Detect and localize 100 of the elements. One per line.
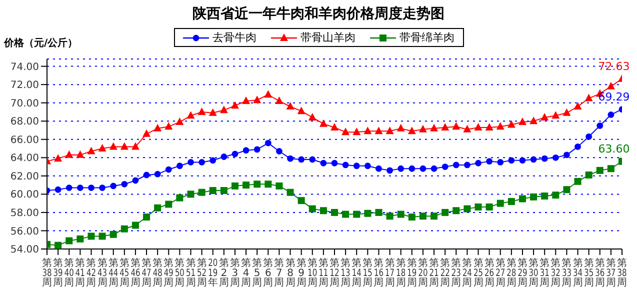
point bbox=[275, 96, 284, 104]
point bbox=[420, 165, 426, 172]
point bbox=[154, 170, 161, 178]
point bbox=[452, 122, 460, 130]
point bbox=[497, 159, 504, 166]
point bbox=[87, 146, 96, 154]
x-tick-label: 第11周 bbox=[318, 257, 332, 289]
point bbox=[110, 182, 117, 190]
point bbox=[430, 124, 438, 132]
point bbox=[208, 108, 217, 116]
point bbox=[253, 96, 262, 104]
point bbox=[508, 157, 515, 164]
point bbox=[541, 192, 548, 200]
point bbox=[353, 162, 360, 170]
point bbox=[563, 186, 570, 194]
point bbox=[441, 123, 450, 131]
point bbox=[386, 212, 394, 220]
point bbox=[586, 133, 592, 140]
x-tick-label: 第4周 bbox=[241, 257, 252, 289]
x-tick-label: 第20周 bbox=[418, 257, 431, 289]
legend-label: 去骨牛肉 bbox=[212, 30, 256, 45]
point bbox=[66, 237, 73, 244]
point bbox=[585, 172, 592, 179]
point bbox=[386, 167, 393, 174]
point bbox=[596, 166, 604, 174]
point bbox=[552, 154, 559, 161]
point bbox=[264, 180, 272, 188]
point bbox=[187, 190, 194, 198]
point bbox=[507, 120, 516, 128]
x-tick-label: 第26周 bbox=[484, 257, 498, 289]
point bbox=[165, 200, 172, 208]
point bbox=[418, 124, 427, 132]
point bbox=[176, 194, 184, 202]
point bbox=[287, 155, 294, 162]
point bbox=[286, 102, 294, 110]
point bbox=[154, 204, 162, 212]
point bbox=[518, 195, 526, 202]
point bbox=[475, 160, 482, 166]
point bbox=[186, 111, 195, 119]
point bbox=[352, 128, 361, 136]
data-label: 72.63 bbox=[598, 60, 630, 73]
point bbox=[530, 156, 537, 163]
x-tick-label: 第33周 bbox=[562, 257, 575, 289]
y-tick-label: 70.00 bbox=[10, 98, 39, 110]
point bbox=[606, 82, 615, 90]
point bbox=[519, 157, 526, 164]
point bbox=[98, 144, 106, 152]
point bbox=[320, 160, 327, 166]
point bbox=[496, 200, 504, 207]
point bbox=[564, 152, 570, 158]
point bbox=[486, 158, 493, 165]
chart-title: 陕西省近一年牛肉和羊肉价格周度走势图 bbox=[192, 5, 446, 23]
point bbox=[540, 112, 549, 120]
y-tick-label: 62.00 bbox=[10, 171, 39, 182]
point bbox=[120, 225, 128, 232]
point bbox=[286, 188, 294, 196]
point bbox=[232, 150, 238, 158]
x-tick-label: 第38周 bbox=[42, 257, 55, 289]
point bbox=[419, 212, 426, 220]
point bbox=[330, 123, 338, 131]
point bbox=[264, 90, 272, 98]
x-tick-label: 第9周 bbox=[296, 257, 306, 289]
point bbox=[142, 129, 151, 137]
x-tick-label: 第44周 bbox=[108, 257, 122, 289]
point bbox=[99, 184, 106, 191]
x-tick-label: 第34周 bbox=[572, 257, 586, 289]
point bbox=[242, 147, 250, 154]
x-tick-label: 第19周 bbox=[406, 257, 420, 289]
point bbox=[608, 112, 614, 118]
x-tick-label: 第17周 bbox=[384, 257, 398, 289]
point bbox=[398, 165, 404, 172]
point bbox=[276, 148, 282, 154]
point bbox=[309, 156, 316, 163]
point bbox=[220, 154, 228, 160]
point bbox=[143, 172, 150, 178]
point bbox=[518, 118, 526, 126]
point bbox=[364, 210, 372, 217]
point bbox=[88, 232, 95, 240]
point bbox=[154, 124, 162, 132]
point bbox=[298, 197, 305, 204]
point bbox=[474, 123, 482, 131]
point bbox=[198, 107, 206, 115]
point bbox=[254, 146, 260, 153]
x-tick-label: 第45周 bbox=[119, 257, 132, 289]
point bbox=[231, 182, 238, 190]
point bbox=[264, 140, 272, 146]
y-tick-label: 64.00 bbox=[10, 153, 39, 164]
point bbox=[464, 162, 470, 168]
x-tick-label: 第25周 bbox=[473, 257, 486, 289]
point bbox=[164, 122, 173, 130]
point bbox=[176, 162, 183, 170]
legend-label: 带骨绵羊肉 bbox=[400, 30, 454, 45]
point bbox=[76, 150, 84, 158]
point bbox=[386, 126, 394, 134]
point bbox=[584, 94, 593, 102]
y-tick-label: 68.00 bbox=[10, 116, 39, 128]
x-tick-label: 第35周 bbox=[584, 257, 597, 289]
point bbox=[54, 242, 62, 249]
point bbox=[464, 205, 471, 212]
y-tick-label: 74.00 bbox=[10, 62, 39, 73]
